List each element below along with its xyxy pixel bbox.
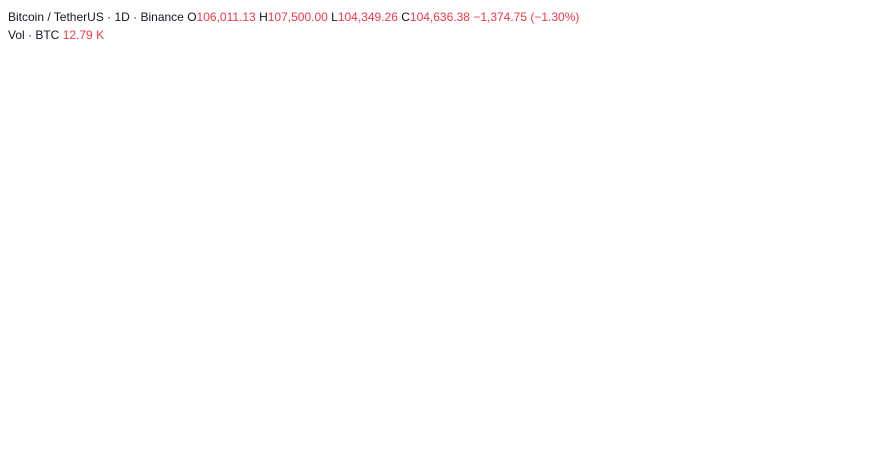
change: −1,374.75 (−1.30%) [473, 10, 580, 24]
ohlc-row: Bitcoin / TetherUS · 1D · Binance O106,0… [8, 8, 579, 26]
volume-title: Vol · BTC [8, 28, 60, 42]
volume-row: Vol · BTC 12.79 K [8, 26, 579, 44]
ohlc-key: L [331, 10, 338, 24]
volume-value: 12.79 K [62, 28, 105, 42]
ohlc-value: 104,349.26 [337, 10, 398, 24]
ohlc-value: 104,636.38 [409, 10, 470, 24]
ohlc-key: O [187, 10, 197, 24]
symbol: Bitcoin / TetherUS · 1D · Binance [8, 10, 184, 24]
legend: Bitcoin / TetherUS · 1D · Binance O106,0… [8, 8, 579, 44]
ohlc-key: H [259, 10, 268, 24]
ohlc-value: 106,011.13 [196, 10, 256, 24]
ohlc-value: 107,500.00 [267, 10, 328, 24]
ohlc-key: C [401, 10, 410, 24]
